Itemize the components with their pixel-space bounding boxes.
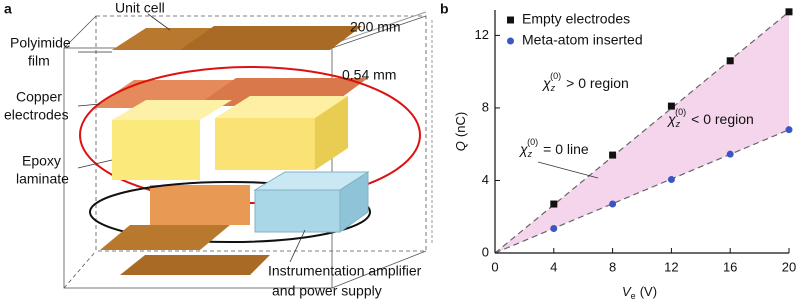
annotation: χz (0) < 0 region <box>666 107 754 129</box>
dimension-lines <box>334 11 433 245</box>
label: film <box>28 53 50 69</box>
plate <box>100 225 230 250</box>
annotation: χz (0) > 0 region <box>541 71 629 93</box>
coil <box>89 181 371 243</box>
label: 200 mm <box>350 19 401 35</box>
y-tick-label: 4 <box>482 172 489 187</box>
point <box>785 126 793 134</box>
legend-marker <box>507 16 514 24</box>
point <box>609 151 617 159</box>
label: and power supply <box>272 283 382 299</box>
annotation-text: = 0 line <box>543 141 589 157</box>
label: Copper <box>16 89 62 105</box>
label: Polyimide <box>10 35 71 51</box>
amplifier <box>254 189 341 233</box>
x-tick-label: 12 <box>664 259 678 274</box>
legend-label: Meta-atom inserted <box>522 32 643 48</box>
annotation-text: > 0 region <box>566 75 629 91</box>
fit-line <box>494 129 790 254</box>
point <box>667 102 675 110</box>
x-tick-label: 16 <box>723 259 737 274</box>
label: electrodes <box>4 107 69 123</box>
y-axis-symbol: Q <box>453 141 468 151</box>
x-tick-label: 0 <box>491 259 498 274</box>
label: Epoxy <box>22 153 61 169</box>
annotation-symbol: χ <box>666 111 676 127</box>
epoxy-block <box>112 120 200 180</box>
x-axis-symbol: V <box>622 284 632 299</box>
y-axis-label: Q (nC) <box>453 112 468 151</box>
annotation-text: < 0 region <box>691 111 754 127</box>
panel-label: b <box>440 1 449 17</box>
y-tick-label: 8 <box>482 99 489 114</box>
x-axis-unit: (V) <box>640 284 657 299</box>
y-axis-unit: (nC) <box>453 112 468 137</box>
legend-label: Empty electrodes <box>522 11 630 27</box>
plate <box>150 185 250 225</box>
plate <box>180 26 362 50</box>
label: 0.54 mm <box>342 67 396 83</box>
annotation-sub: z <box>527 149 533 159</box>
annotation-leader <box>537 161 599 179</box>
x-tick-label: 4 <box>550 259 557 274</box>
label: laminate <box>16 171 69 187</box>
point <box>785 8 793 16</box>
point <box>550 225 558 233</box>
leader-lines <box>77 13 306 263</box>
annotation-sub: z <box>550 83 556 93</box>
y-tick-label: 0 <box>482 244 489 259</box>
plate <box>120 255 270 275</box>
y-tick-label: 12 <box>475 27 489 42</box>
label: Unit cell <box>115 0 165 16</box>
label: Instrumentation amplifier <box>268 263 422 279</box>
panel-a: a <box>4 0 433 299</box>
point <box>726 57 734 65</box>
point <box>609 200 617 208</box>
annotation-sup: (0) <box>527 137 538 147</box>
x-tick-label: 20 <box>782 259 796 274</box>
amplifier <box>339 171 369 233</box>
epoxy-block <box>215 96 348 118</box>
legend-marker <box>507 37 514 45</box>
annotation: χz (0) = 0 line <box>518 137 589 159</box>
panel-label: a <box>4 1 12 17</box>
fit-line <box>494 11 790 254</box>
x-axis-sub: e <box>631 291 636 301</box>
epoxy-block <box>215 118 315 170</box>
x-tick-label: 8 <box>609 259 616 274</box>
x-axis-label: Ve (V) <box>622 284 657 301</box>
point <box>667 176 675 184</box>
panel-b: b 0 4 8 12 0 4 8 12 16 20 Q (nC) Ve (V) Empty electrod… <box>440 1 796 302</box>
annotation-sup: (0) <box>675 107 686 117</box>
point <box>550 200 558 208</box>
epoxy-block <box>112 100 232 120</box>
epoxy-block <box>315 96 348 170</box>
annotation-symbol: χ <box>541 75 551 91</box>
annotation-sup: (0) <box>550 71 561 81</box>
annotation-symbol: χ <box>518 141 528 157</box>
annotation-sub: z <box>675 119 681 129</box>
point <box>726 150 734 158</box>
